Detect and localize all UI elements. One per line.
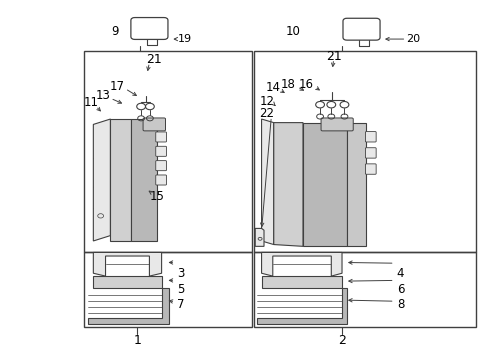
Text: 8: 8 xyxy=(396,298,404,311)
Text: 12: 12 xyxy=(259,95,274,108)
Polygon shape xyxy=(261,276,341,288)
FancyBboxPatch shape xyxy=(365,164,375,174)
Text: 16: 16 xyxy=(298,78,313,91)
Polygon shape xyxy=(273,123,303,246)
Text: 17: 17 xyxy=(109,80,124,93)
Polygon shape xyxy=(93,119,110,241)
Polygon shape xyxy=(303,123,346,246)
Bar xyxy=(254,51,475,252)
Text: 15: 15 xyxy=(149,190,164,203)
Bar xyxy=(254,252,475,327)
Text: 18: 18 xyxy=(281,78,295,91)
Text: 13: 13 xyxy=(96,89,110,102)
Polygon shape xyxy=(261,119,273,244)
Text: 2: 2 xyxy=(337,334,345,347)
FancyBboxPatch shape xyxy=(143,118,165,131)
FancyBboxPatch shape xyxy=(156,175,166,185)
FancyBboxPatch shape xyxy=(156,132,166,142)
Text: 20: 20 xyxy=(405,34,419,44)
Text: 21: 21 xyxy=(146,53,162,66)
Bar xyxy=(83,252,251,327)
Text: 9: 9 xyxy=(111,25,119,38)
Bar xyxy=(83,51,251,252)
Text: 7: 7 xyxy=(177,298,184,311)
FancyBboxPatch shape xyxy=(156,161,166,171)
Text: 1: 1 xyxy=(133,334,141,347)
Polygon shape xyxy=(93,252,161,276)
Text: 22: 22 xyxy=(259,107,273,120)
FancyBboxPatch shape xyxy=(342,18,379,40)
Polygon shape xyxy=(93,276,161,288)
Text: 3: 3 xyxy=(177,267,184,280)
Text: 21: 21 xyxy=(325,50,341,63)
Text: 6: 6 xyxy=(396,283,404,296)
FancyBboxPatch shape xyxy=(365,132,375,142)
Polygon shape xyxy=(131,119,157,241)
FancyBboxPatch shape xyxy=(321,118,352,131)
Polygon shape xyxy=(255,228,264,246)
Text: 5: 5 xyxy=(177,283,184,296)
Text: 10: 10 xyxy=(285,25,300,38)
FancyBboxPatch shape xyxy=(156,146,166,156)
Polygon shape xyxy=(88,288,168,324)
Polygon shape xyxy=(110,119,131,241)
FancyBboxPatch shape xyxy=(131,18,167,40)
Polygon shape xyxy=(346,123,366,246)
Text: 14: 14 xyxy=(264,81,280,94)
FancyBboxPatch shape xyxy=(365,148,375,158)
Text: 11: 11 xyxy=(83,96,98,109)
Polygon shape xyxy=(261,252,341,276)
Polygon shape xyxy=(256,288,346,324)
Text: 19: 19 xyxy=(178,34,192,44)
Text: 4: 4 xyxy=(396,267,404,280)
